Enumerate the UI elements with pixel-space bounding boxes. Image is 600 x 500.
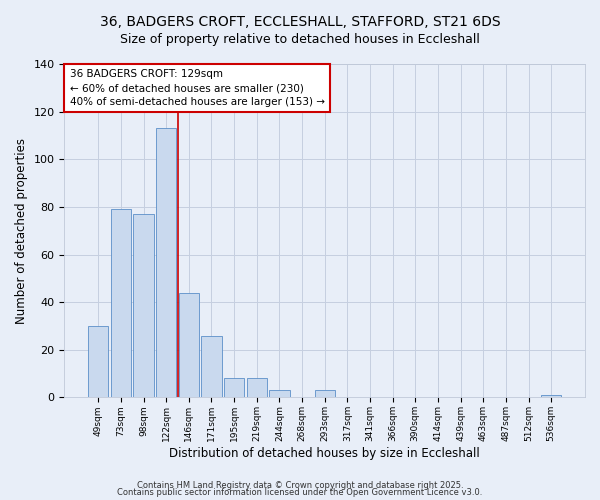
Bar (201, 336, 221, 398)
Text: 36, BADGERS CROFT, ECCLESHALL, STAFFORD, ST21 6DS: 36, BADGERS CROFT, ECCLESHALL, STAFFORD,… (100, 15, 500, 29)
Bar (156, 128, 176, 398)
Bar (133, 214, 154, 398)
Text: Contains HM Land Registry data © Crown copyright and database right 2025.: Contains HM Land Registry data © Crown c… (137, 480, 463, 490)
X-axis label: Distribution of detached houses by size in Eccleshall: Distribution of detached houses by size … (169, 447, 480, 460)
Bar (314, 390, 335, 398)
Text: Size of property relative to detached houses in Eccleshall: Size of property relative to detached ho… (120, 32, 480, 46)
Y-axis label: Number of detached properties: Number of detached properties (15, 138, 28, 324)
Bar (224, 378, 244, 398)
Bar (111, 210, 131, 398)
Bar (247, 378, 267, 398)
Bar (88, 326, 109, 398)
Bar (541, 395, 562, 398)
Text: 36 BADGERS CROFT: 129sqm
← 60% of detached houses are smaller (230)
40% of semi-: 36 BADGERS CROFT: 129sqm ← 60% of detach… (70, 69, 325, 107)
Bar (269, 390, 290, 398)
Text: Contains public sector information licensed under the Open Government Licence v3: Contains public sector information licen… (118, 488, 482, 497)
Bar (179, 292, 199, 398)
